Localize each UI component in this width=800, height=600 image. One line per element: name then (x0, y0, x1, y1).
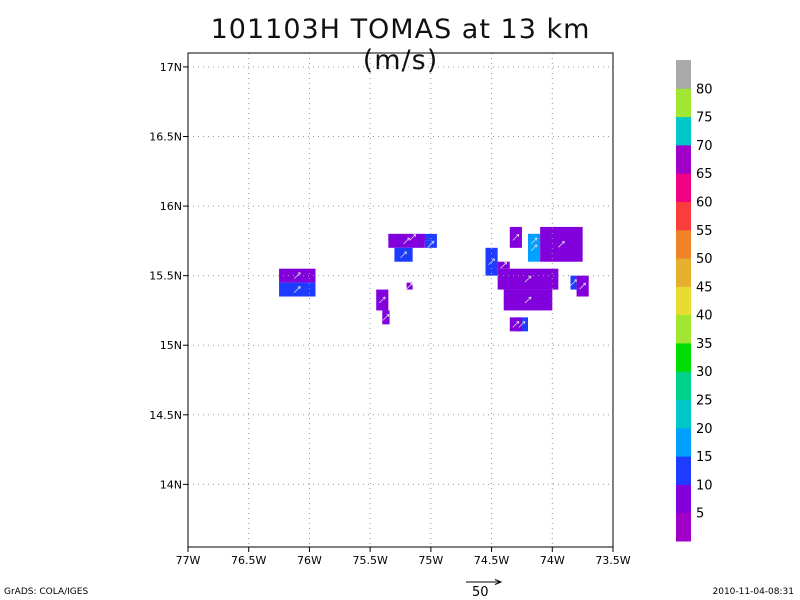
colorbar-swatch-6 (676, 342, 691, 372)
grid-lines (187, 53, 614, 547)
x-tick-label: 76W (297, 554, 322, 567)
colorbar-label: 5 (696, 507, 704, 522)
y-tick-label: 14N (160, 478, 182, 491)
y-tick-label: 16N (160, 200, 182, 213)
colorbar-swatch-14 (676, 116, 691, 146)
colorbar-swatch-12 (676, 173, 691, 202)
wind-arrow-17 (570, 279, 577, 286)
wind-arrow-7 (427, 240, 435, 248)
colorbar-swatch-8 (676, 286, 691, 316)
wind-arrow-8 (406, 282, 413, 290)
wind-arrow-15 (530, 244, 538, 252)
wind-arrow-6 (400, 251, 407, 259)
colorbar-label: 35 (696, 337, 713, 352)
wind-arrow-18 (579, 282, 587, 290)
colorbar-swatch-9 (676, 258, 691, 287)
colorbar-swatch-3 (676, 427, 691, 457)
colorbar-label: 40 (696, 309, 713, 324)
colorbar-swatch-11 (676, 201, 691, 231)
colorbar-label: 20 (696, 422, 713, 437)
colorbar-swatch-2 (676, 456, 691, 485)
colorbar-label: 75 (696, 111, 713, 126)
wind-arrow-0 (294, 272, 301, 279)
colorbar-label: 30 (696, 365, 713, 380)
colorbar-swatch-10 (676, 229, 691, 259)
wind-vectors (294, 233, 587, 328)
chart-title: 101103H TOMAS at 13 km (m/s) (210, 14, 591, 76)
reference-vector-label: 50 (472, 585, 489, 600)
x-tick-label: 74.5W (474, 554, 509, 567)
x-tick-label: 75.5W (352, 554, 387, 567)
x-tick-label: 74W (540, 554, 565, 567)
wind-arrow-10 (500, 261, 508, 269)
footer-timestamp: 2010-11-04-08:31 (712, 587, 795, 597)
colorbar-swatch-15 (676, 88, 691, 118)
colorbar-swatch-5 (676, 371, 691, 401)
x-tick-label: 75W (418, 554, 443, 567)
y-tick-label: 16.5N (149, 130, 182, 143)
colorbar-label: 15 (696, 450, 713, 465)
plot-frame (187, 52, 614, 548)
colorbar-label: 70 (696, 139, 713, 154)
colorbar-label: 60 (696, 195, 713, 210)
colorbar-swatch-0 (676, 512, 691, 542)
wind-arrow-20 (512, 320, 520, 328)
y-tick-label: 15.5N (149, 270, 182, 283)
wind-arrow-1 (294, 286, 301, 293)
wind-arrow-5 (403, 237, 410, 245)
colorbar-swatch-4 (676, 399, 691, 429)
x-tick-label: 76.5W (231, 554, 266, 567)
wind-arrow-16 (558, 240, 565, 248)
x-axis: 77W 76.5W 76W 75.5W 75W 74.5W 74W 73.5W (176, 547, 631, 567)
colorbar-label: 50 (696, 252, 713, 267)
wind-arrow-3 (382, 314, 390, 321)
colorbar-swatch-13 (676, 144, 691, 174)
wind-arrow-2 (379, 296, 386, 304)
wind-arrow-14 (530, 237, 538, 245)
reference-vector-arrow (466, 579, 503, 585)
footer-credit: GrADS: COLA/IGES (4, 587, 89, 597)
colorbar-label: 65 (696, 167, 713, 182)
colorbar-label: 10 (696, 478, 713, 493)
colorbar-label: 45 (696, 280, 713, 295)
colorbar-label: 80 (696, 82, 713, 97)
wind-arrow-4 (409, 233, 417, 241)
y-tick-label: 17N (160, 61, 182, 74)
y-tick-label: 15N (160, 339, 182, 352)
x-tick-label: 73.5W (595, 554, 630, 567)
wind-arrow-11 (524, 275, 532, 283)
y-tick-label: 14.5N (149, 409, 182, 422)
wind-arrow-13 (512, 233, 520, 241)
colorbar-swatch-16 (676, 60, 691, 89)
colorbar: 5 10 15 20 25 30 35 40 45 50 55 60 65 70 75 80 (676, 60, 713, 542)
colorbar-label: 25 (696, 394, 713, 409)
x-tick-label: 77W (176, 554, 201, 567)
colorbar-swatch-1 (676, 484, 691, 514)
y-axis: 17N 16.5N 16N 15.5N 15N 14.5N 14N (149, 61, 188, 491)
colorbar-label: 55 (696, 224, 713, 239)
wind-arrow-9 (488, 258, 495, 266)
wind-arrow-12 (524, 296, 532, 304)
colorbar-swatch-7 (676, 314, 691, 344)
wind-arrow-19 (518, 320, 526, 328)
